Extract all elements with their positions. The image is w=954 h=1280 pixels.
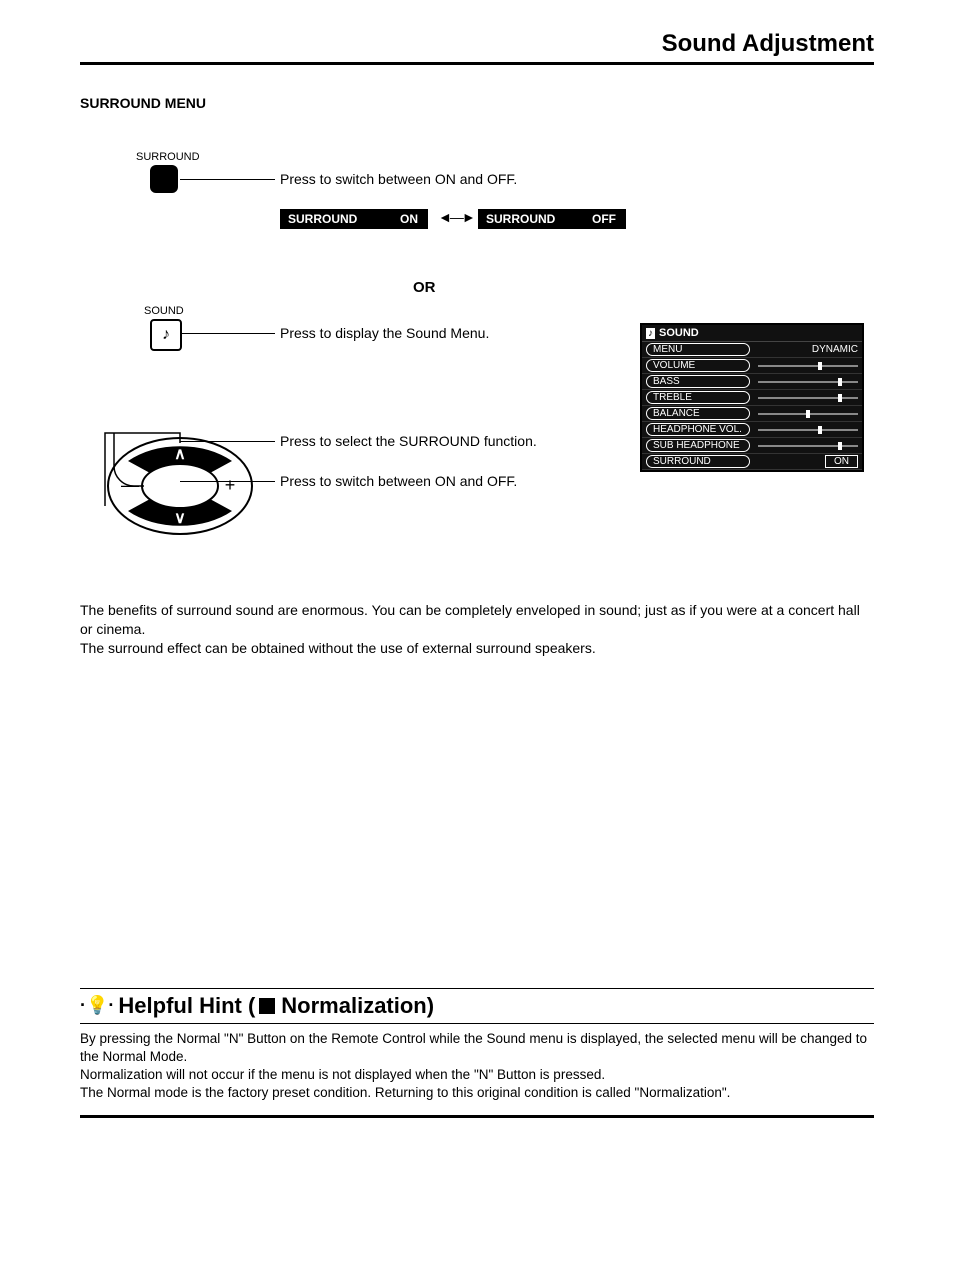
osd-value: OFF	[592, 212, 616, 226]
sound-menu-title-text: SOUND	[659, 327, 699, 339]
menu-row: TREBLE	[642, 390, 862, 406]
slider-bar	[758, 396, 858, 400]
menu-row-label: TREBLE	[646, 391, 750, 404]
bulb-icon: ·💡·	[80, 995, 114, 1016]
instruction-text: Press to display the Sound Menu.	[280, 325, 489, 341]
sound-button-label: SOUND	[144, 305, 184, 317]
menu-row-label: BASS	[646, 375, 750, 388]
divider	[80, 62, 874, 65]
sound-button-icon: ♪	[150, 319, 182, 351]
hint-p3: The Normal mode is the factory preset co…	[80, 1084, 874, 1102]
divider	[80, 1115, 874, 1118]
slider-bar	[758, 412, 858, 416]
sound-menu-osd: ♪ SOUND MENU DYNAMIC VOLUME BASS TREBLE …	[640, 323, 864, 472]
menu-row: HEADPHONE VOL.	[642, 422, 862, 438]
body-p1: The benefits of surround sound are enorm…	[80, 601, 874, 639]
instruction-text: Press to switch between ON and OFF.	[280, 473, 517, 489]
osd-surround-on: SURROUND ON	[280, 209, 428, 229]
menu-row: MENU DYNAMIC	[642, 342, 862, 358]
menu-row-value: DYNAMIC	[812, 344, 858, 355]
body-paragraph: The benefits of surround sound are enorm…	[80, 601, 874, 658]
menu-row: SUB HEADPHONE	[642, 438, 862, 454]
svg-text:+: +	[225, 475, 236, 495]
hint-p2: Normalization will not occur if the menu…	[80, 1066, 874, 1084]
menu-row-label: SUB HEADPHONE	[646, 439, 750, 452]
n-square-icon	[259, 998, 275, 1014]
connector-line	[180, 333, 275, 334]
osd-surround-off: SURROUND OFF	[478, 209, 626, 229]
menu-row-label: MENU	[646, 343, 750, 356]
menu-row: SURROUND ON	[642, 454, 862, 470]
hint-section: ·💡· Helpful Hint ( Normalization) By pres…	[80, 988, 874, 1118]
svg-text:∧: ∧	[174, 446, 186, 463]
surround-button-label: SURROUND	[136, 151, 200, 163]
instruction-text: Press to select the SURROUND function.	[280, 433, 537, 449]
menu-row: BALANCE	[642, 406, 862, 422]
body-p2: The surround effect can be obtained with…	[80, 639, 874, 658]
osd-label: SURROUND	[486, 212, 555, 226]
surround-button-icon	[150, 165, 178, 193]
menu-row-label: VOLUME	[646, 359, 750, 372]
hint-p1: By pressing the Normal "N" Button on the…	[80, 1030, 874, 1066]
slider-bar	[758, 364, 858, 368]
menu-row-label: BALANCE	[646, 407, 750, 420]
menu-row: BASS	[642, 374, 862, 390]
menu-row: VOLUME	[642, 358, 862, 374]
divider	[80, 988, 874, 989]
nav-pad-icon: ∧ ∨ — +	[100, 431, 260, 541]
osd-label: SURROUND	[288, 212, 357, 226]
sound-menu-title: ♪ SOUND	[642, 325, 862, 342]
double-arrow-icon: ◄—►	[438, 209, 474, 225]
page-title: Sound Adjustment	[80, 30, 874, 58]
instruction-text: Press to switch between ON and OFF.	[280, 171, 517, 187]
svg-text:∨: ∨	[174, 510, 186, 527]
connector-line	[180, 481, 275, 482]
connector-line	[180, 441, 275, 442]
slider-bar	[758, 444, 858, 448]
note-icon: ♪	[646, 328, 655, 339]
hint-title-suffix: Normalization)	[281, 993, 434, 1019]
hint-title-prefix: Helpful Hint (	[118, 993, 255, 1019]
menu-row-value: ON	[825, 455, 858, 468]
osd-value: ON	[400, 212, 418, 226]
slider-bar	[758, 428, 858, 432]
menu-row-label: HEADPHONE VOL.	[646, 423, 750, 436]
divider	[80, 1023, 874, 1024]
hint-title: ·💡· Helpful Hint ( Normalization)	[80, 993, 874, 1019]
diagram-area: SURROUND Press to switch between ON and …	[80, 151, 874, 581]
section-title: SURROUND MENU	[80, 95, 874, 111]
hint-text: By pressing the Normal "N" Button on the…	[80, 1030, 874, 1103]
slider-bar	[758, 380, 858, 384]
connector-line	[180, 179, 275, 180]
menu-row-label: SURROUND	[646, 455, 750, 468]
or-label: OR	[413, 279, 436, 296]
